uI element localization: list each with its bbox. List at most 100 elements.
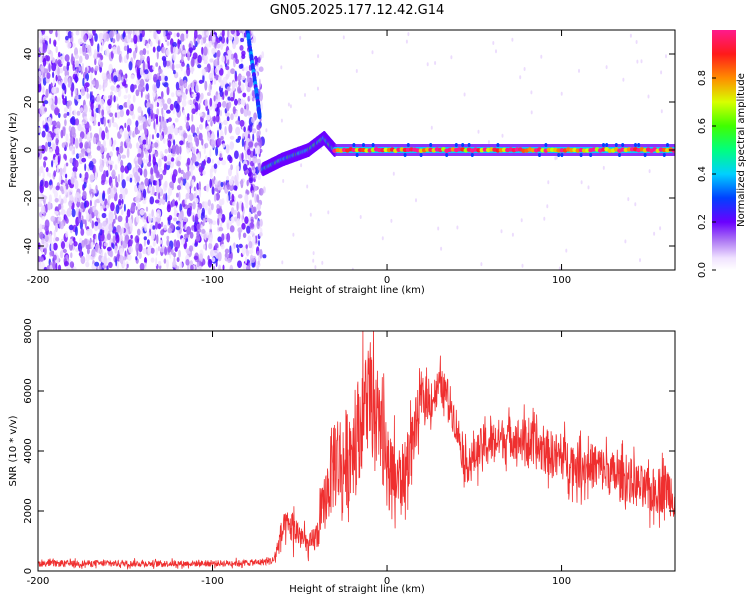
- noise-cell: [104, 147, 107, 152]
- noise-cell: [252, 235, 256, 246]
- noise-cell: [162, 169, 167, 176]
- noise-cell: [94, 261, 100, 267]
- noise-cell: [59, 185, 64, 192]
- noise-cell: [70, 252, 73, 259]
- noise-cell: [115, 175, 118, 185]
- noise-cell: [108, 63, 113, 74]
- noise-cell: [138, 252, 142, 259]
- noise-cell: [181, 99, 187, 107]
- noise-cell: [84, 82, 90, 88]
- noise-cell: [140, 151, 144, 159]
- noise-cell: [142, 139, 147, 145]
- noise-cell: [112, 122, 118, 128]
- noise-cell: [139, 50, 144, 56]
- noise-cell: [166, 109, 171, 114]
- noise-cell: [114, 214, 118, 220]
- noise-speck: [487, 140, 490, 144]
- noise-cell: [240, 63, 244, 69]
- noise-cell: [126, 208, 131, 218]
- noise-cell: [51, 143, 57, 151]
- noise-cell: [169, 103, 174, 111]
- noise-cell: [235, 82, 238, 88]
- noise-cell: [146, 161, 152, 167]
- noise-cell: [219, 68, 224, 76]
- noise-cell: [152, 83, 158, 93]
- noise-cell: [134, 171, 139, 179]
- noise-cell: [45, 124, 48, 131]
- noise-cell: [83, 238, 88, 245]
- noise-cell: [247, 235, 252, 243]
- noise-cell: [74, 159, 79, 168]
- noise-cell: [196, 230, 200, 238]
- noise-cell: [97, 121, 101, 127]
- noise-cell: [184, 33, 187, 41]
- noise-cell: [189, 205, 193, 212]
- noise-cell: [182, 94, 187, 101]
- noise-cell: [63, 107, 68, 113]
- noise-cell: [204, 98, 208, 107]
- noise-cell: [173, 217, 178, 222]
- noise-cell: [256, 131, 260, 139]
- noise-cell: [178, 154, 182, 161]
- noise-cell: [150, 167, 154, 176]
- noise-cell: [131, 207, 135, 212]
- spectrogram-y-ticks: -40 -20 0 20 40: [23, 48, 675, 254]
- noise-cell: [163, 30, 166, 38]
- noise-cell: [258, 78, 261, 88]
- noise-cell: [189, 231, 194, 239]
- noise-speck: [327, 210, 330, 215]
- noise-cell: [135, 206, 138, 211]
- noise-cell: [173, 239, 177, 248]
- noise-cell: [57, 59, 62, 66]
- noise-cell: [144, 222, 148, 232]
- noise-cell: [123, 256, 127, 261]
- noise-cell: [256, 250, 260, 256]
- noise-cell: [156, 30, 161, 35]
- noise-cell: [54, 190, 58, 199]
- noise-cell: [103, 256, 108, 266]
- noise-cell: [243, 126, 246, 133]
- noise-cell: [207, 199, 211, 207]
- noise-cell: [188, 43, 192, 48]
- noise-cell: [216, 208, 221, 215]
- noise-speck: [627, 197, 630, 202]
- noise-cell: [55, 74, 58, 82]
- noise-cell: [152, 156, 157, 166]
- noise-speck: [282, 179, 285, 183]
- noise-cell: [146, 138, 148, 146]
- noise-cell: [230, 244, 234, 252]
- noise-cell: [220, 243, 225, 250]
- noise-cell: [143, 257, 148, 264]
- noise-cell: [86, 92, 90, 99]
- noise-cell: [149, 103, 154, 110]
- noise-speck: [659, 226, 662, 231]
- noise-cell: [210, 120, 213, 127]
- noise-cell: [222, 100, 227, 108]
- noise-cell: [83, 34, 87, 43]
- noise-cell: [42, 76, 47, 86]
- noise-speck: [392, 171, 395, 176]
- noise-cell: [172, 41, 178, 48]
- noise-cell: [164, 149, 168, 154]
- noise-speck: [351, 267, 354, 270]
- noise-cell: [99, 264, 102, 270]
- noise-speck: [660, 70, 663, 75]
- noise-cell: [189, 192, 194, 202]
- noise-cell: [92, 30, 96, 36]
- noise-cell: [55, 127, 61, 135]
- noise-cell: [215, 146, 219, 157]
- noise-cell: [56, 164, 59, 174]
- y-tick-label: 8000: [23, 318, 34, 343]
- noise-cell: [63, 196, 67, 204]
- noise-speck: [530, 90, 533, 95]
- noise-cell: [233, 185, 238, 191]
- noise-cell: [54, 210, 59, 215]
- noise-cell: [175, 265, 180, 270]
- noise-cell: [249, 222, 254, 229]
- noise-cell: [91, 249, 96, 258]
- noise-cell: [49, 37, 52, 45]
- noise-cell: [181, 237, 186, 245]
- noise-cell: [158, 192, 161, 200]
- noise-cell: [99, 239, 102, 249]
- noise-speck: [287, 102, 290, 107]
